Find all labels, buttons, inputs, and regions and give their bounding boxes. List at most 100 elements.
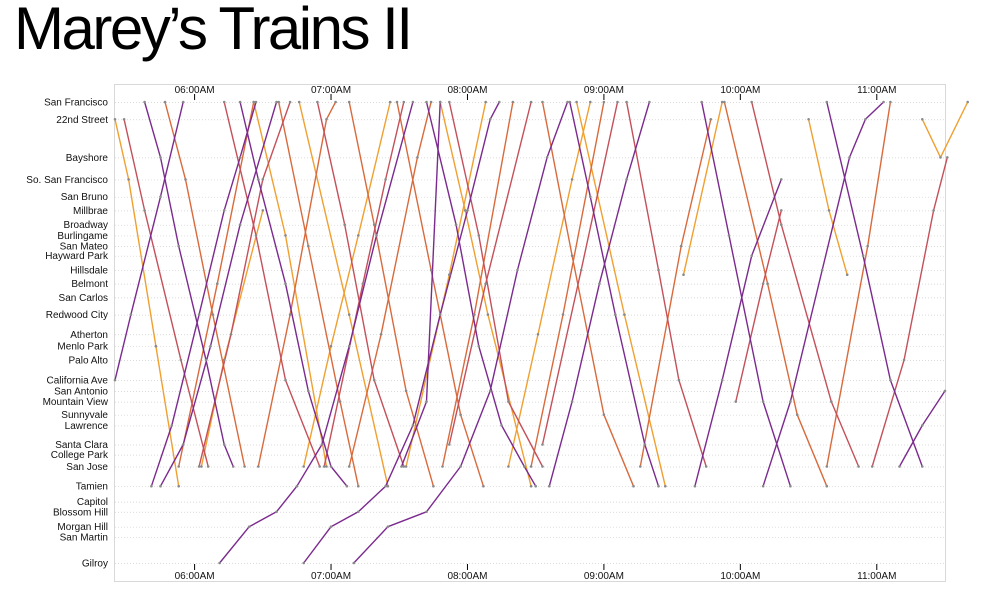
train-stop bbox=[946, 156, 949, 159]
train-stop bbox=[343, 223, 347, 226]
train-stop bbox=[727, 234, 731, 237]
train-line bbox=[548, 101, 651, 487]
train-stop bbox=[338, 400, 342, 403]
train-stop bbox=[448, 443, 451, 446]
station-label: Gilroy bbox=[82, 559, 108, 570]
train-stop bbox=[566, 100, 569, 104]
train-stop bbox=[570, 254, 574, 257]
train-stop bbox=[602, 413, 606, 417]
train-line bbox=[143, 101, 234, 468]
train-stop bbox=[252, 100, 255, 104]
station-label: Lawrence bbox=[65, 421, 109, 432]
train-stop bbox=[921, 118, 924, 121]
train-stop bbox=[857, 465, 860, 468]
train-stop bbox=[154, 344, 158, 348]
train-stop bbox=[932, 209, 935, 212]
train-stop bbox=[231, 465, 235, 468]
train-stop bbox=[129, 313, 133, 316]
train-stop bbox=[297, 100, 301, 104]
train-stop bbox=[830, 400, 833, 403]
train-stop bbox=[488, 118, 492, 121]
train-stop bbox=[218, 561, 221, 565]
train-stop bbox=[200, 465, 203, 468]
train-line bbox=[439, 101, 532, 487]
train-line bbox=[159, 101, 278, 487]
train-stop bbox=[766, 282, 769, 286]
train-stop bbox=[347, 313, 351, 316]
train-stop bbox=[361, 282, 365, 286]
station-label: Hayward Park bbox=[45, 251, 109, 262]
train-line bbox=[164, 101, 246, 468]
train-stop bbox=[448, 273, 451, 277]
train-stop bbox=[541, 443, 544, 446]
train-stop bbox=[623, 313, 626, 316]
train-stop bbox=[222, 209, 226, 212]
station-label: San Francisco bbox=[44, 98, 108, 109]
train-stop bbox=[177, 484, 180, 488]
time-tick-label: 08:00AM bbox=[447, 85, 487, 96]
train-stop bbox=[648, 100, 651, 104]
train-stop bbox=[864, 118, 867, 121]
time-tick-label: 11:00AM bbox=[857, 85, 896, 96]
train-stop bbox=[316, 100, 319, 104]
train-stop bbox=[709, 118, 713, 121]
train-stop bbox=[438, 100, 442, 104]
train-stop bbox=[541, 465, 544, 468]
train-stop bbox=[179, 358, 183, 362]
train-stop bbox=[664, 484, 667, 488]
train-stop bbox=[404, 465, 408, 468]
train-stop bbox=[848, 156, 851, 159]
train-stop bbox=[679, 244, 683, 248]
train-stop bbox=[352, 561, 356, 565]
train-stop bbox=[657, 268, 660, 272]
train-stop bbox=[861, 254, 865, 257]
train-stop bbox=[229, 333, 233, 336]
time-tick-label: 11:00AM bbox=[857, 571, 896, 582]
time-tick-label: 06:00AM bbox=[175, 571, 215, 582]
train-stop bbox=[113, 118, 117, 121]
time-tick-label: 10:00AM bbox=[720, 571, 760, 582]
train-stop bbox=[211, 313, 215, 316]
train-stop bbox=[288, 313, 292, 316]
train-stop bbox=[416, 156, 419, 159]
train-stop bbox=[720, 100, 724, 104]
train-stop bbox=[541, 100, 544, 104]
train-stop bbox=[284, 234, 287, 237]
train-stop bbox=[516, 268, 519, 272]
station-label: College Park bbox=[51, 450, 109, 461]
train-line bbox=[448, 101, 532, 446]
train-stop bbox=[870, 465, 874, 468]
train-line bbox=[114, 101, 184, 381]
train-stop bbox=[384, 484, 387, 488]
train-stop bbox=[700, 100, 703, 104]
train-stop bbox=[395, 100, 399, 104]
train-stop bbox=[238, 156, 242, 159]
train-stop bbox=[322, 465, 326, 468]
train-stop bbox=[639, 465, 642, 468]
train-stop bbox=[318, 465, 322, 468]
train-line bbox=[723, 101, 828, 487]
station-label: San Bruno bbox=[61, 192, 109, 203]
station-label: San Antonio bbox=[54, 386, 108, 397]
train-stop bbox=[780, 223, 783, 226]
train-stop bbox=[498, 100, 501, 104]
plot-frame bbox=[114, 84, 946, 582]
train-stop bbox=[477, 344, 481, 348]
train-line bbox=[396, 101, 485, 487]
time-tick-label: 07:00AM bbox=[311, 571, 351, 582]
train-stop bbox=[400, 465, 403, 468]
train-stop bbox=[386, 525, 390, 528]
train-stop bbox=[943, 389, 947, 393]
time-axis-top: 06:00AM 07:00AM 08:00AM 09:00AM 10:00AM 11:00… bbox=[175, 85, 896, 100]
train-line bbox=[569, 101, 660, 487]
train-stop bbox=[238, 100, 242, 104]
train-stop bbox=[254, 234, 258, 237]
train-stop bbox=[159, 156, 162, 159]
station-label: Millbrae bbox=[73, 206, 108, 217]
train-line bbox=[762, 101, 885, 487]
train-stop bbox=[657, 484, 660, 488]
train-stop bbox=[261, 178, 265, 181]
train-stop bbox=[386, 484, 390, 488]
train-line bbox=[751, 101, 860, 468]
train-line bbox=[639, 118, 712, 468]
